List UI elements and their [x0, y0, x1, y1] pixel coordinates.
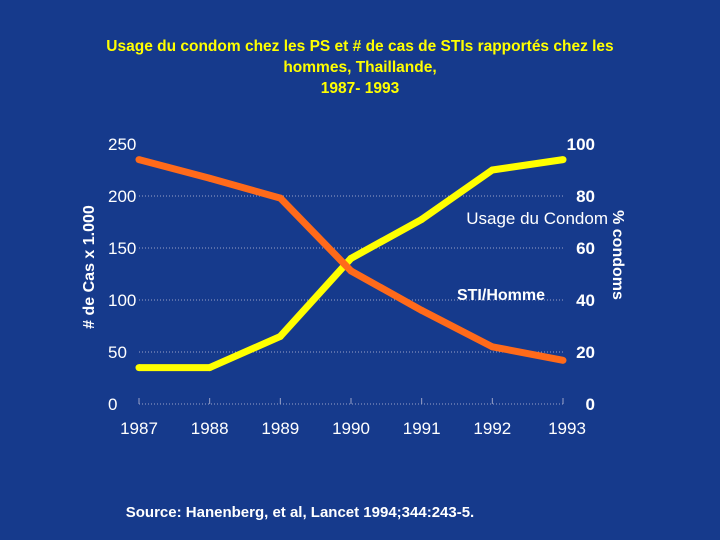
y-axis-label-left: # de Cas x 1.000	[81, 205, 98, 329]
left-tick-labels: 0 50 100 150 200 250	[108, 135, 136, 414]
chart-title: Usage du condom chez les PS et # de cas …	[40, 36, 680, 99]
x-tick-labels: 1987 1988 1989 1990 1991 1992 1993	[120, 419, 586, 438]
x-tick-label: 1988	[191, 419, 229, 438]
condom-usage-point	[488, 166, 496, 174]
title-line-1: Usage du condom chez les PS et # de cas …	[106, 38, 614, 55]
left-tick-label: 150	[108, 239, 136, 258]
sti-cases-point	[276, 194, 284, 202]
condom-series-label: Usage du Condom	[466, 209, 608, 228]
left-tick-label: 0	[108, 395, 117, 414]
condom-usage-point	[135, 364, 143, 372]
left-tick-label: 50	[108, 343, 127, 362]
right-tick-label: 80	[576, 187, 595, 206]
right-tick-label: 0	[586, 395, 595, 414]
x-tick-label: 1993	[548, 419, 586, 438]
sti-cases-point	[206, 174, 214, 182]
sti-cases-point	[488, 343, 496, 351]
x-tick-label: 1989	[261, 419, 299, 438]
x-axis-ticks	[138, 398, 564, 404]
sti-cases-point	[135, 156, 143, 164]
y-axis-label-right: % condoms	[609, 210, 626, 300]
right-tick-label: 40	[576, 291, 595, 310]
right-tick-label: 60	[576, 239, 595, 258]
condom-usage-point	[206, 364, 214, 372]
x-tick-label: 1992	[473, 419, 511, 438]
series-lines	[135, 156, 567, 372]
right-tick-label: 100	[567, 135, 595, 154]
x-tick-label: 1987	[120, 419, 158, 438]
source-citation: Source: Hanenberg, et al, Lancet 1994;34…	[125, 504, 475, 521]
left-tick-label: 100	[108, 291, 136, 310]
sti-cases-point	[559, 356, 567, 364]
condom-usage-point	[276, 332, 284, 340]
right-tick-label: 20	[576, 343, 595, 362]
sti-cases-point	[418, 306, 426, 314]
sti-cases-point	[347, 267, 355, 275]
series-labels: Usage du Condom STI/Homme	[457, 209, 608, 304]
right-tick-labels: 0 20 40 60 80 100	[567, 135, 595, 414]
x-tick-label: 1990	[332, 419, 370, 438]
sti-series-label: STI/Homme	[457, 287, 545, 304]
title-line-3: 1987- 1993	[320, 80, 400, 97]
left-tick-label: 200	[108, 187, 136, 206]
title-line-2: hommes, Thaillande,	[283, 59, 437, 76]
condom-usage-line	[139, 156, 564, 372]
x-tick-label: 1991	[403, 419, 441, 438]
condom-usage-point	[347, 254, 355, 262]
condom-usage-point	[418, 215, 426, 223]
left-tick-label: 250	[108, 135, 136, 154]
condom-usage-point	[559, 156, 567, 164]
